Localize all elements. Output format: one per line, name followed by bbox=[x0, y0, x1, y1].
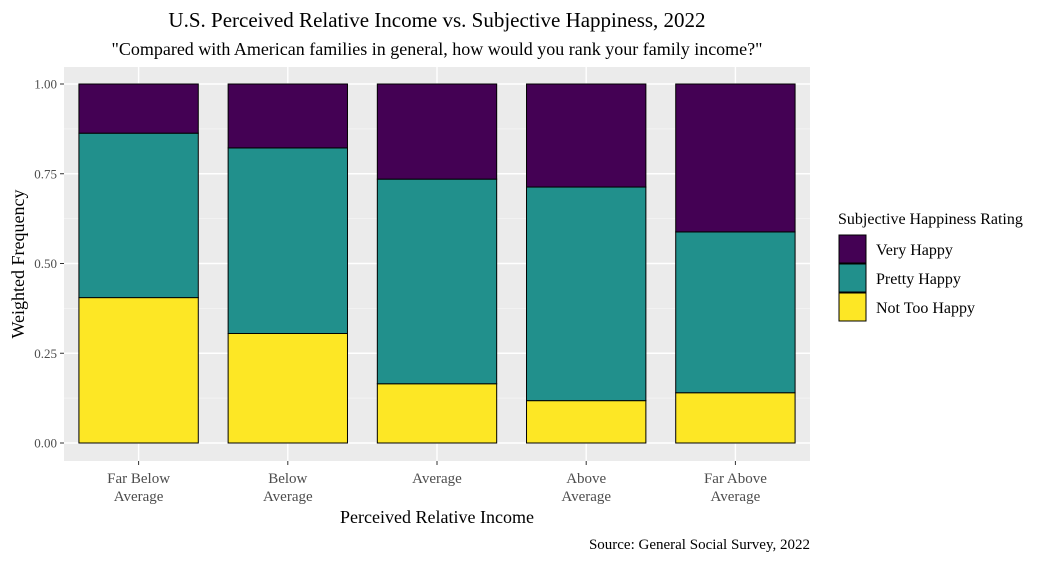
y-tick-label: 0.25 bbox=[34, 346, 57, 361]
legend-label: Very Happy bbox=[876, 242, 953, 259]
bar-segment bbox=[227, 83, 348, 149]
bar-segment bbox=[376, 83, 498, 180]
chart-title: U.S. Perceived Relative Income vs. Subje… bbox=[168, 8, 705, 32]
bar-segment bbox=[227, 147, 348, 335]
bar-segment bbox=[376, 383, 498, 444]
x-axis-ticks: Far Below Average Below Average Average Above… bbox=[107, 461, 767, 505]
bar-segment bbox=[78, 297, 199, 444]
y-axis-ticks: 0.00 0.25 0.50 0.75 1.00 bbox=[34, 77, 64, 451]
x-tick-label: Above Average bbox=[561, 471, 611, 505]
bar-segment bbox=[227, 333, 348, 444]
legend-swatch bbox=[838, 234, 867, 264]
legend: Subjective Happiness Rating Very Happy Pr… bbox=[838, 211, 1023, 322]
bar-segment bbox=[526, 400, 647, 444]
bars bbox=[78, 83, 796, 444]
bar-segment bbox=[675, 392, 796, 444]
legend-label: Pretty Happy bbox=[876, 271, 961, 288]
bar-segment bbox=[526, 186, 647, 402]
chart-subtitle: "Compared with American families in gene… bbox=[111, 39, 762, 59]
x-tick-label: Below Average bbox=[263, 471, 313, 505]
legend-title: Subjective Happiness Rating bbox=[838, 211, 1023, 228]
legend-label: Not Too Happy bbox=[876, 300, 975, 317]
y-tick-label: 0.00 bbox=[34, 436, 57, 451]
x-tick-label: Far Below Average bbox=[107, 471, 170, 505]
bar-segment bbox=[675, 83, 796, 233]
y-tick-label: 0.50 bbox=[34, 256, 57, 271]
legend-swatch bbox=[838, 263, 867, 293]
y-axis-title: Weighted Frequency bbox=[8, 189, 28, 338]
bar-segment bbox=[526, 83, 647, 188]
legend-swatch bbox=[838, 292, 867, 322]
x-tick-label: Far Above Average bbox=[704, 471, 767, 505]
bar-segment bbox=[675, 231, 796, 394]
bar-segment bbox=[376, 178, 498, 385]
bar-segment bbox=[78, 83, 199, 134]
x-axis-title: Perceived Relative Income bbox=[340, 507, 534, 527]
y-tick-label: 0.75 bbox=[34, 166, 57, 181]
bar-segment bbox=[78, 132, 199, 299]
y-tick-label: 1.00 bbox=[34, 77, 57, 92]
source-caption: Source: General Social Survey, 2022 bbox=[589, 537, 810, 553]
x-tick-label: Average bbox=[412, 471, 462, 487]
